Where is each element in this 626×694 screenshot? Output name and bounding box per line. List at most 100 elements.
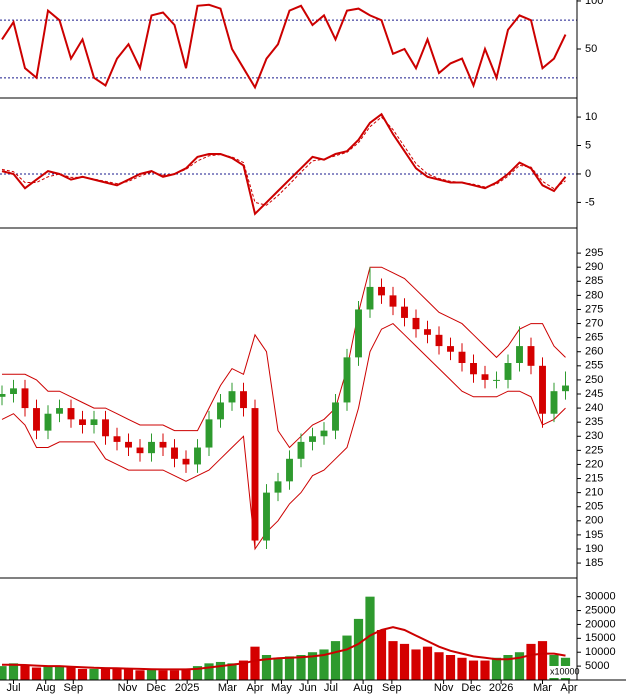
volume-bar <box>491 657 502 680</box>
multiplier-box <box>549 666 577 678</box>
volume-bar <box>330 641 341 680</box>
volume-bar <box>342 635 352 680</box>
x-tick-label: 2026 <box>489 682 513 694</box>
y-tick-label: 245 <box>585 388 603 400</box>
candle-body <box>286 458 293 482</box>
volume-bar <box>31 667 42 680</box>
candle-body <box>366 286 374 310</box>
volume-bar <box>457 657 467 680</box>
candle-body <box>79 419 86 425</box>
candle-body <box>562 385 569 392</box>
x-tick-label: Nov <box>118 682 138 694</box>
candle-body <box>412 317 420 330</box>
candle-body <box>332 402 339 431</box>
series-line <box>1 112 567 216</box>
volume-bar <box>365 596 375 680</box>
candle-body <box>458 351 466 364</box>
x-tick-label: Dec <box>461 682 481 694</box>
y-tick-label: 235 <box>585 416 603 428</box>
volume-bar <box>20 664 30 680</box>
volume-bar <box>273 657 283 680</box>
volume-bar <box>112 668 122 680</box>
candle-body <box>424 329 431 335</box>
candle-body <box>90 419 98 425</box>
candle-body <box>401 306 408 318</box>
candle-body <box>447 346 454 352</box>
y-tick-label: 265 <box>585 332 603 344</box>
y-tick-label: 275 <box>585 303 603 315</box>
candle-body <box>274 481 282 493</box>
candle-body <box>21 388 29 409</box>
volume-bar <box>238 660 249 680</box>
candle-body <box>527 346 535 366</box>
volume-bar <box>388 641 398 680</box>
multiplier-label: x10000 <box>550 666 580 676</box>
volume-bar <box>181 668 191 680</box>
candle-body <box>309 436 316 442</box>
candle-body <box>493 379 500 381</box>
volume-bar <box>192 666 203 680</box>
y-tick-label: 5 <box>585 139 591 151</box>
y-tick-label: 225 <box>585 444 603 456</box>
y-tick-label: 5000 <box>585 660 609 672</box>
y-tick-label: 10000 <box>585 646 616 658</box>
candle-body <box>516 346 523 364</box>
candle-body <box>113 436 121 442</box>
volume-bar <box>434 652 444 680</box>
y-tick-label: 230 <box>585 430 603 442</box>
x-tick-label: Dec <box>146 682 166 694</box>
volume-bar <box>307 652 318 680</box>
volume-bar <box>261 655 272 680</box>
y-tick-label: 20000 <box>585 618 616 630</box>
candle-body <box>539 365 546 414</box>
candle-body <box>10 388 17 394</box>
y-tick-label: 30000 <box>585 591 616 603</box>
volume-bar <box>250 646 260 680</box>
y-tick-label: 295 <box>585 247 603 259</box>
candle-body <box>159 441 167 448</box>
candle-body <box>182 458 190 465</box>
volume-bar <box>158 670 168 680</box>
volume-bar <box>411 649 421 680</box>
volume-bar <box>0 666 7 680</box>
volume-bar <box>215 661 226 680</box>
x-tick-label: Sep <box>382 682 402 694</box>
volume-bar <box>480 660 490 680</box>
candle-body <box>148 441 155 454</box>
candle-body <box>389 295 397 307</box>
volume-bar <box>66 667 76 680</box>
volume-bar <box>468 660 479 680</box>
series-line <box>1 3 567 90</box>
y-tick-label: 215 <box>585 472 603 484</box>
y-tick-label: 0 <box>585 168 591 180</box>
volume-bar <box>526 643 536 680</box>
candle-body <box>378 286 385 296</box>
x-tick-label: Aug <box>36 682 56 694</box>
volume-bar <box>54 666 65 680</box>
y-tick-label: 270 <box>585 317 603 329</box>
volume-bar <box>227 663 237 680</box>
x-tick-label: Apr <box>560 682 577 694</box>
y-tick-label: 255 <box>585 360 603 372</box>
series-line <box>2 626 566 671</box>
candle-body <box>194 447 201 465</box>
series-line <box>1 322 566 551</box>
candle-body <box>217 402 224 420</box>
volume-bar <box>146 668 157 680</box>
x-tick-label: Mar <box>218 682 237 694</box>
y-tick-label: 200 <box>585 515 603 527</box>
volume-bar <box>123 668 134 680</box>
x-tick-label: Apr <box>246 682 263 694</box>
series-line <box>2 266 566 449</box>
y-tick-label: 15000 <box>585 632 616 644</box>
y-tick-label: 50 <box>585 43 597 55</box>
series-line <box>1 116 566 206</box>
candle-body <box>56 408 63 414</box>
volume-bar <box>204 663 214 680</box>
candle-body <box>102 419 109 437</box>
candle-body <box>470 363 477 375</box>
volume-bar <box>169 670 180 680</box>
candle-body <box>33 408 40 431</box>
candle-body <box>263 492 270 541</box>
